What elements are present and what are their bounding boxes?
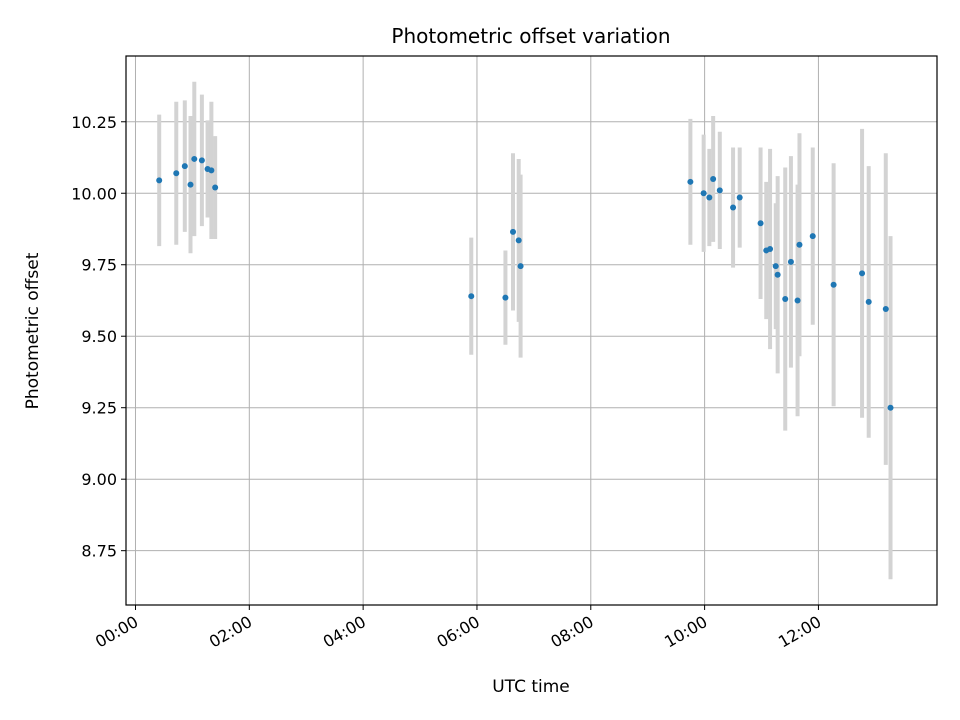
y-tick-label: 9.50 bbox=[81, 327, 117, 346]
x-tick-label: 04:00 bbox=[320, 612, 369, 652]
data-point bbox=[502, 294, 509, 301]
x-tick-label: 00:00 bbox=[92, 612, 141, 652]
y-tick-label: 8.75 bbox=[81, 542, 117, 561]
data-point bbox=[687, 178, 694, 185]
data-point bbox=[700, 190, 707, 197]
data-point bbox=[212, 184, 219, 191]
y-tick-label: 10.00 bbox=[71, 184, 117, 203]
data-point bbox=[510, 228, 517, 235]
data-point bbox=[181, 163, 188, 170]
x-tick-label: 06:00 bbox=[434, 612, 483, 652]
data-point bbox=[208, 167, 215, 174]
data-point bbox=[736, 194, 743, 201]
data-point bbox=[187, 181, 194, 188]
data-point bbox=[517, 263, 524, 270]
x-tick-label: 10:00 bbox=[661, 612, 710, 652]
data-points bbox=[156, 155, 894, 411]
y-axis-ticks: 8.75 9.00 9.25 9.50 9.75 10.00 10.25 bbox=[71, 113, 126, 561]
data-point bbox=[468, 293, 475, 300]
plot-frame bbox=[125, 55, 938, 606]
chart-title: Photometric offset variation bbox=[391, 24, 670, 48]
data-point bbox=[191, 155, 198, 162]
x-axis-label: UTC time bbox=[492, 677, 570, 697]
data-point bbox=[772, 263, 779, 270]
data-point bbox=[757, 220, 764, 227]
data-point bbox=[859, 270, 866, 277]
y-tick-label: 10.25 bbox=[71, 113, 117, 132]
data-point bbox=[882, 306, 889, 313]
data-point bbox=[794, 297, 801, 304]
data-point bbox=[173, 170, 180, 177]
y-tick-label: 9.25 bbox=[81, 399, 117, 418]
data-point bbox=[865, 298, 872, 305]
data-point bbox=[796, 241, 803, 248]
data-point bbox=[782, 296, 789, 303]
data-point bbox=[515, 237, 522, 244]
data-point bbox=[706, 194, 713, 201]
x-axis-ticks: 00:00 02:00 04:00 06:00 08:00 10:00 12:00 bbox=[92, 605, 824, 652]
y-axis-label: Photometric offset bbox=[23, 252, 43, 409]
data-point bbox=[710, 175, 717, 182]
data-point bbox=[887, 404, 894, 411]
data-point bbox=[809, 233, 816, 240]
data-point bbox=[767, 246, 774, 253]
data-point bbox=[156, 177, 163, 184]
data-point bbox=[716, 187, 723, 194]
data-point bbox=[198, 157, 205, 164]
errorbars bbox=[157, 81, 893, 580]
x-tick-label: 08:00 bbox=[547, 612, 596, 652]
y-tick-label: 9.00 bbox=[81, 470, 117, 489]
data-point bbox=[730, 204, 737, 211]
x-tick-label: 02:00 bbox=[206, 612, 255, 652]
data-point bbox=[774, 271, 781, 278]
data-point bbox=[787, 258, 794, 265]
data-point bbox=[830, 281, 837, 288]
grid bbox=[126, 56, 937, 605]
y-tick-label: 9.75 bbox=[81, 256, 117, 275]
x-tick-label: 12:00 bbox=[775, 612, 824, 652]
